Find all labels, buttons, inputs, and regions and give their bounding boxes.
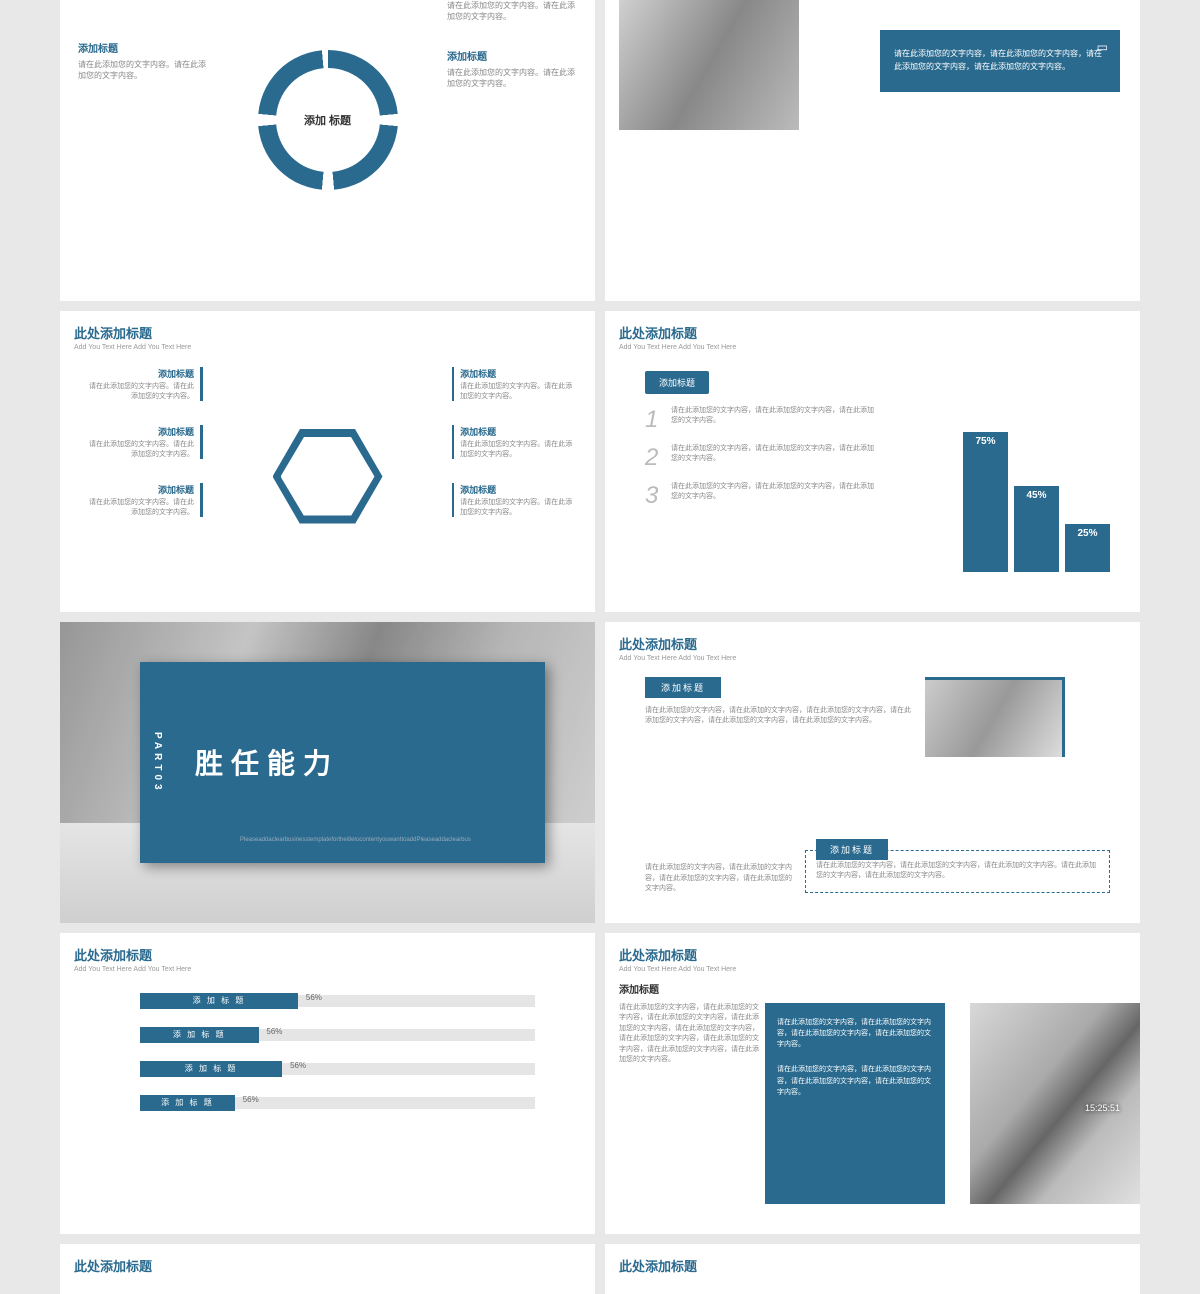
circ-item-tl: 添加标题 请在此添加您的文字内容。请在此添加您的文字内容。	[78, 40, 208, 81]
photo-placeholder: 15:25:51	[970, 1003, 1140, 1204]
circ-item-br: 添加标题 请在此添加您的文字内容。请在此添加您的文字内容。	[447, 48, 577, 89]
blue-text-box: ▭ 请在此添加您的文字内容，请在此添加您的文字内容，请在此添加您的文字内容，请在…	[880, 30, 1120, 92]
badge: 添加标题	[645, 371, 709, 394]
slide-subtitle: Add You Text Here Add You Text Here	[619, 655, 1126, 662]
hex-item-right: 添加标题请在此添加您的文字内容。请在此添加您的文字内容。	[452, 367, 577, 402]
slide-grid: 添加 标题 添加标题 请在此添加您的文字内容。请在此添加您的文字内容。 请在此添…	[0, 0, 1200, 1294]
bar: 45%	[1014, 486, 1059, 572]
bar-chart: 75%45%25%	[963, 432, 1110, 572]
slide-title: 此处添加标题	[619, 323, 1126, 342]
body-text: 请在此添加您的文字内容，请在此添加的文字内容，请在此添加您的文字内容，请在此添加…	[645, 706, 911, 727]
slide-section-divider: PART03 胜任能力 Pleaseaddaclearbusinesstempl…	[60, 622, 595, 923]
slide-subtitle: Add You Text Here Add You Text Here	[619, 966, 1126, 973]
hex-item-right: 添加标题请在此添加您的文字内容。请在此添加您的文字内容。	[452, 483, 577, 518]
bar: 25%	[1065, 524, 1110, 572]
slide-peek: 此处添加标题	[60, 1244, 595, 1294]
bar: 75%	[963, 432, 1008, 572]
left-body: 请在此添加您的文字内容，请在此添加您的文字内容，请在此添加您的文字内容，请在此添…	[619, 1003, 759, 1066]
hex-item-left: 添加标题请在此添加您的文字内容。请在此添加您的文字内容。	[78, 483, 203, 518]
slide-text-photo: 此处添加标题 Add You Text Here Add You Text He…	[605, 933, 1140, 1234]
clock-time: 15:25:51	[1085, 1103, 1120, 1113]
progress-row: 添 加 标 题56%	[140, 1027, 535, 1043]
dashed-box: 添加标题 请在此添加您的文字内容，请在此添加您的文字内容，请在此添加的文字内容。…	[805, 850, 1110, 893]
numbered-row: 2请在此添加您的文字内容，请在此添加您的文字内容，请在此添加您的文字内容。	[645, 444, 875, 472]
slide-circular-diagram: 添加 标题 添加标题 请在此添加您的文字内容。请在此添加您的文字内容。 请在此添…	[60, 0, 595, 301]
slide-title: 此处添加标题	[74, 323, 581, 342]
slide-title: 此处添加标题	[619, 634, 1126, 653]
progress-row: 添 加 标 题56%	[140, 1095, 535, 1111]
photo-placeholder	[925, 677, 1065, 757]
photo-placeholder	[619, 0, 799, 130]
hex-item-left: 添加标题请在此添加您的文字内容。请在此添加您的文字内容。	[78, 425, 203, 460]
slide-title: 此处添加标题	[619, 945, 1126, 964]
circle-center-label: 添加 标题	[298, 90, 358, 150]
slide-subtitle: Add You Text Here Add You Text Here	[619, 344, 1126, 351]
chat-icon: ▭	[1097, 38, 1108, 57]
numbered-row: 1请在此添加您的文字内容，请在此添加您的文字内容，请在此添加您的文字内容。	[645, 406, 875, 434]
slide-subtitle: Add You Text Here Add You Text Here	[74, 344, 581, 351]
section-title: 胜任能力	[195, 742, 545, 782]
hex-item-left: 添加标题请在此添加您的文字内容。请在此添加您的文字内容。	[78, 367, 203, 402]
box-badge: 添加标题	[816, 839, 888, 860]
section-subtitle: Pleaseaddaclearbusinesstemplatefortheitl…	[240, 837, 471, 843]
numbered-row: 3请在此添加您的文字内容，请在此添加您的文字内容，请在此添加您的文字内容。	[645, 482, 875, 510]
progress-row: 添 加 标 题56%	[140, 1061, 535, 1077]
hexagon-shape	[273, 429, 383, 524]
lower-left-text: 请在此添加您的文字内容，请在此添加的文字内容，请在此添加您的文字内容，请在此添加…	[645, 863, 795, 895]
slide-hexagon: 此处添加标题 Add You Text Here Add You Text He…	[60, 311, 595, 612]
slide-bar-chart: 此处添加标题 Add You Text Here Add You Text He…	[605, 311, 1140, 612]
circ-item-tr: 请在此添加您的文字内容。请在此添加您的文字内容。	[447, 0, 577, 22]
slide-title: 此处添加标题	[74, 945, 581, 964]
progress-row: 添 加 标 题56%	[140, 993, 535, 1009]
slide-progress-bars: 此处添加标题 Add You Text Here Add You Text He…	[60, 933, 595, 1234]
part-label: PART03	[140, 732, 175, 794]
slide-peek: 此处添加标题	[605, 1244, 1140, 1294]
blue-panel: 请在此添加您的文字内容，请在此添加您的文字内容，请在此添加您的文字内容，请在此添…	[765, 1003, 945, 1204]
slide-subtitle: Add You Text Here Add You Text Here	[74, 966, 581, 973]
content-subtitle: 添加标题	[619, 981, 659, 996]
slide-photo-textbox: ▭ 请在此添加您的文字内容，请在此添加您的文字内容，请在此添加您的文字内容，请在…	[605, 0, 1140, 301]
section-panel: PART03 胜任能力 Pleaseaddaclearbusinesstempl…	[140, 662, 545, 863]
hex-item-right: 添加标题请在此添加您的文字内容。请在此添加您的文字内容。	[452, 425, 577, 460]
badge: 添加标题	[645, 677, 721, 698]
slide-mixed-content: 此处添加标题 Add You Text Here Add You Text He…	[605, 622, 1140, 923]
